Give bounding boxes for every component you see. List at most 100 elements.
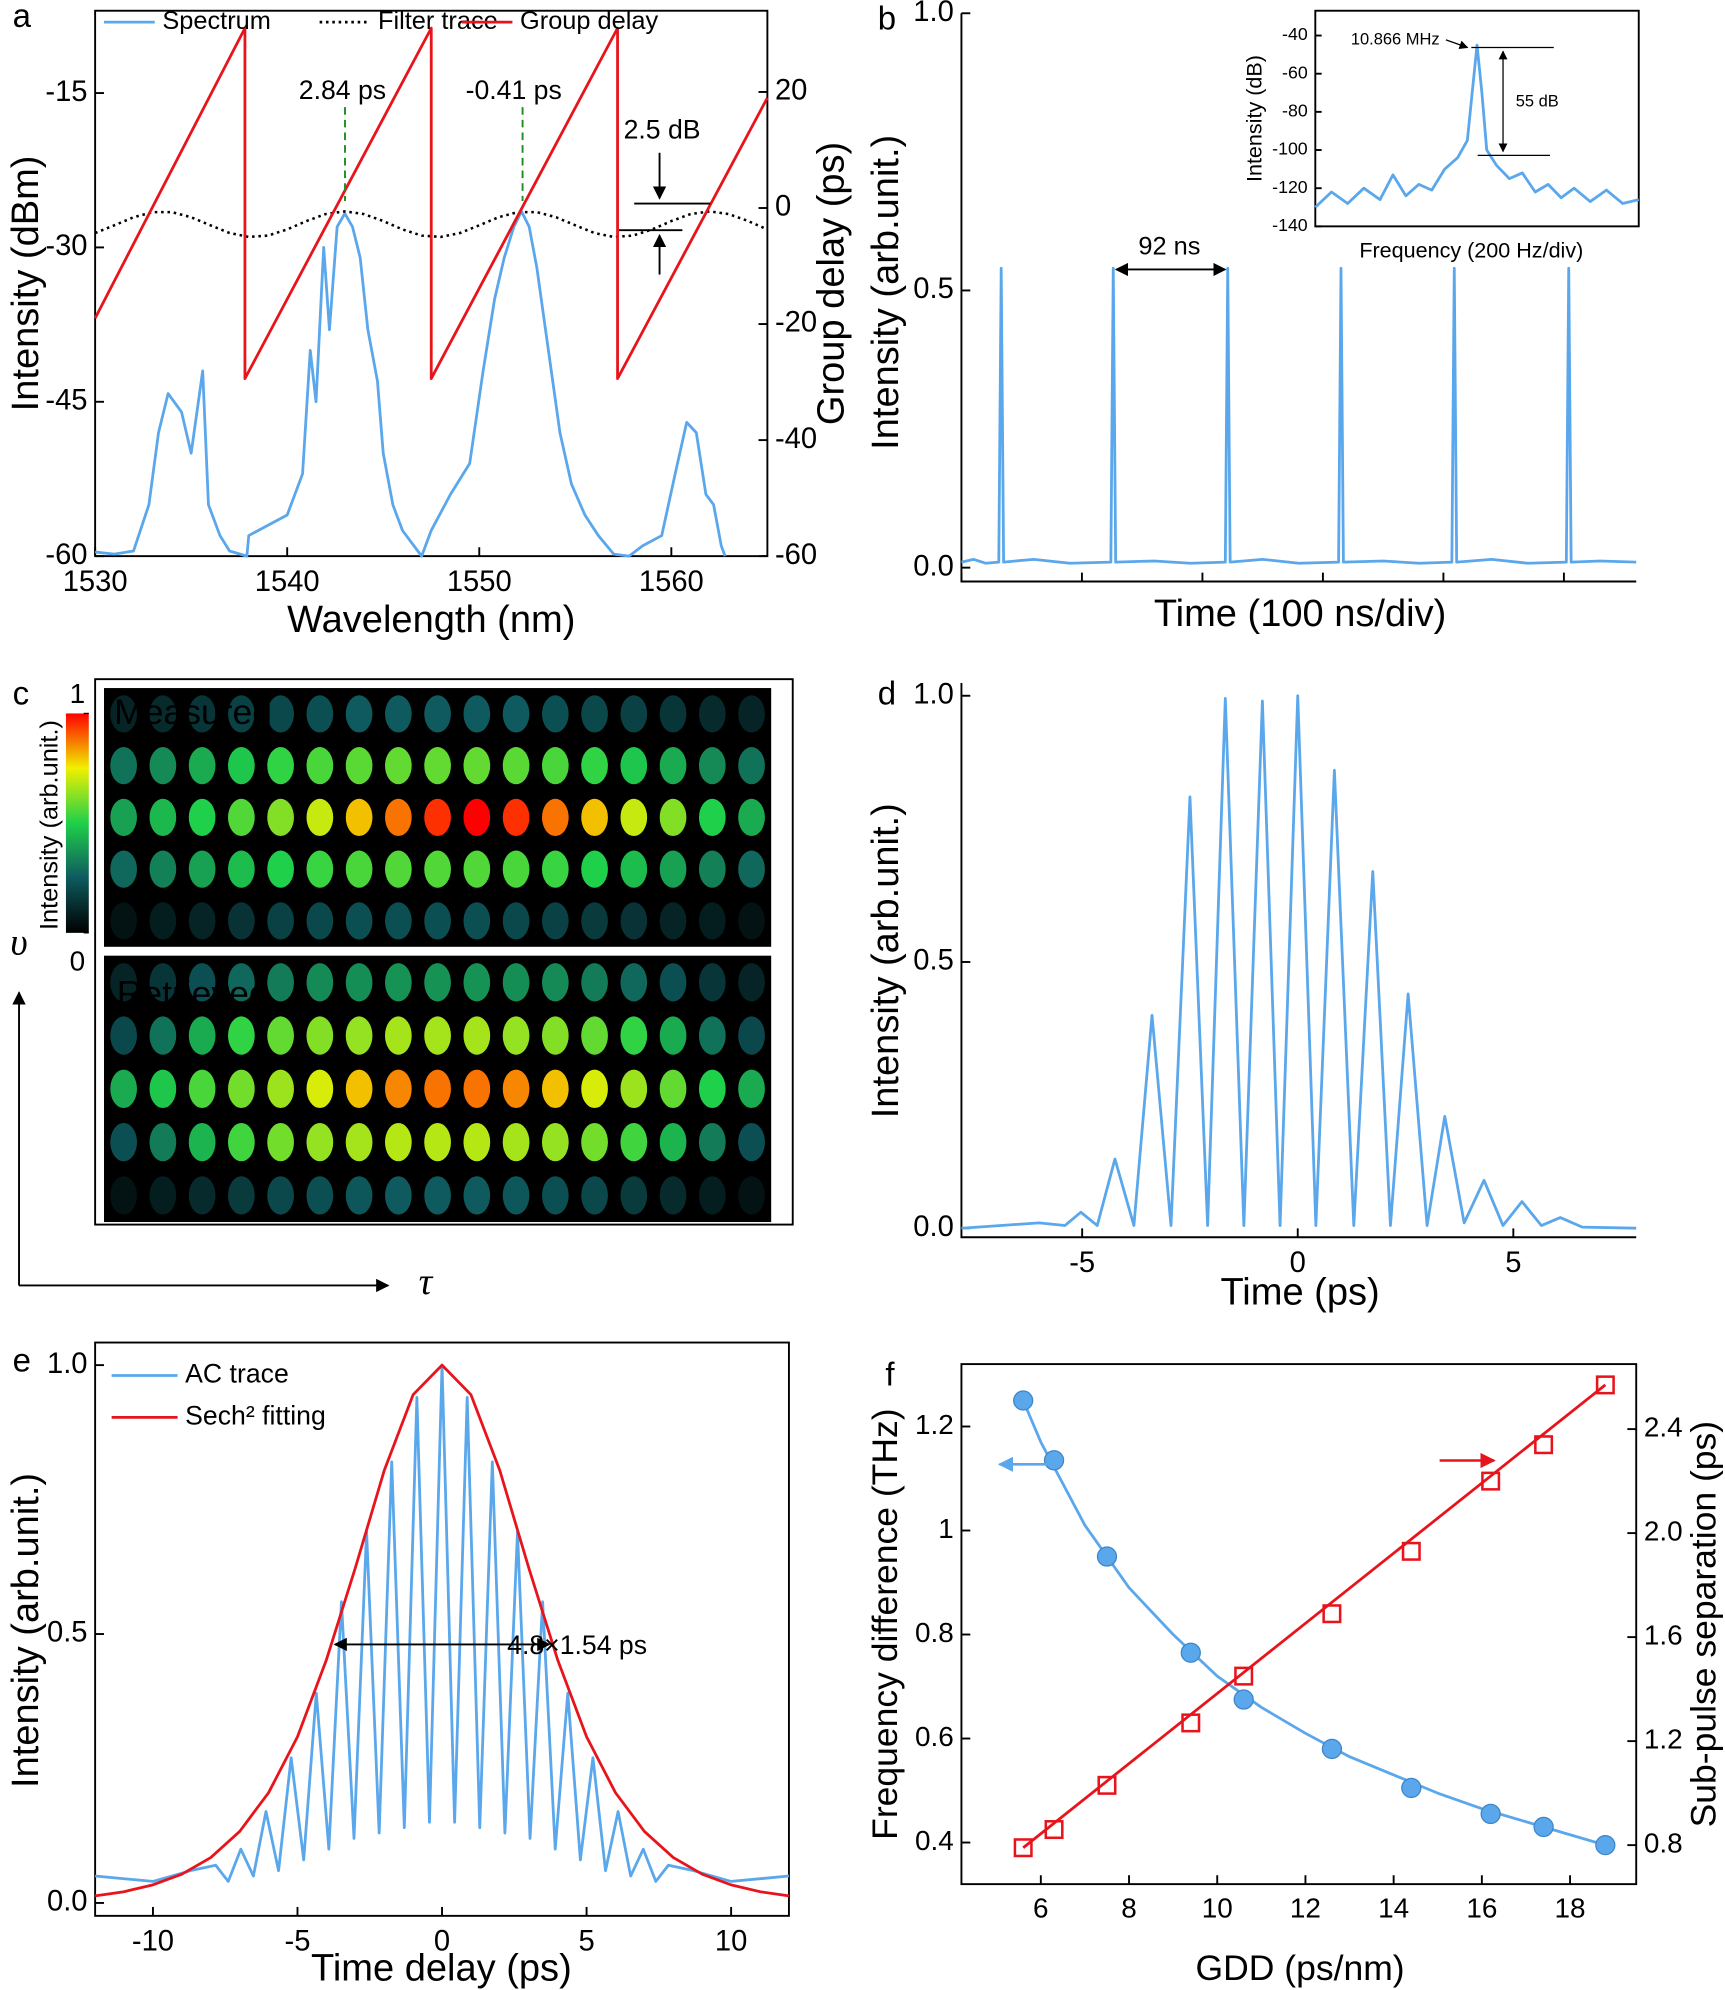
heatmap-cell: [385, 1122, 412, 1162]
y-axis-label: Frequency difference (THz): [865, 1408, 905, 1839]
y-tick-label: 0.6: [915, 1721, 954, 1752]
heatmap-cell: [659, 695, 687, 733]
x-tick-label: 0: [1290, 1247, 1306, 1279]
heatmap-cell: [738, 695, 765, 733]
heatmap-cell: [149, 1016, 177, 1055]
heatmap-cell: [738, 747, 765, 785]
point: [1534, 1435, 1554, 1455]
y-tick-label: -60: [1282, 62, 1308, 82]
point: [1321, 1738, 1343, 1760]
heatmap-cell: [463, 1016, 491, 1055]
heatmap-cell: [424, 1069, 451, 1109]
x-tick-label: 10: [1202, 1893, 1233, 1924]
series-line: [93, 26, 769, 380]
heatmap-cell: [306, 1176, 334, 1215]
heatmap-cell: [581, 747, 608, 785]
series-line: [961, 266, 1637, 565]
colorbar-label: Intensity (arb.unit.): [35, 720, 63, 930]
heatmap-cell: [306, 747, 334, 785]
heatmap-cell: [698, 963, 726, 1002]
heatmap-cell: [424, 1176, 451, 1215]
heatmap-cell: [345, 695, 373, 733]
point: [1533, 1816, 1554, 1838]
heatmap-cell: [306, 850, 334, 888]
heatmap-cell: [541, 1016, 569, 1055]
heatmap-cell: [306, 798, 334, 837]
panel-letter: f: [885, 1355, 895, 1392]
y2-axis-label: Group delay (ps): [810, 142, 852, 425]
heatmap-cell: [541, 695, 569, 733]
heatmap-cell: [581, 798, 608, 837]
y-tick-label: 0.0: [913, 1211, 954, 1243]
legend-label: AC trace: [185, 1359, 289, 1389]
heatmap-cell: [345, 1122, 373, 1162]
heatmap-cell: [502, 1176, 530, 1215]
heatmap-cell: [620, 695, 648, 733]
heatmap-cell: [149, 850, 177, 888]
x-tick-label: 16: [1466, 1893, 1497, 1924]
heatmap-cell: [502, 695, 530, 733]
y-tick-label: 0.5: [913, 945, 954, 977]
heatmap-cell: [188, 695, 216, 733]
heatmap-cell: [149, 902, 177, 940]
heatmap-cell: [424, 747, 451, 785]
heatmap-cell: [267, 1122, 294, 1162]
annotation: 10.866 MHz: [1351, 30, 1440, 48]
point: [1233, 1689, 1254, 1710]
x-tick-label: -10: [132, 1926, 174, 1958]
y-axis-label: υ: [10, 921, 27, 963]
point: [1595, 1834, 1616, 1856]
annotation: 92 ns: [1138, 233, 1200, 261]
heatmap-cell: [110, 1122, 137, 1162]
y-tick-label: -40: [1282, 24, 1308, 44]
y2-tick-label: 2.4: [1644, 1411, 1683, 1442]
heatmap-cell: [698, 850, 726, 888]
point: [1044, 1820, 1064, 1840]
y-tick-label: -100: [1272, 139, 1308, 159]
panel-letter: c: [13, 674, 29, 711]
heatmap-cell: [110, 902, 137, 940]
x-tick-label: 5: [1505, 1247, 1521, 1279]
y-axis-label: Intensity (dB): [1241, 55, 1266, 182]
heatmap-cell: [267, 902, 294, 940]
series-line: [1314, 43, 1640, 209]
y-tick-label: -60: [45, 539, 87, 571]
heatmap-cell: [306, 1122, 334, 1162]
heatmap-cell: [738, 798, 765, 837]
y2-tick-label: -40: [775, 423, 817, 455]
heatmap-cell: [267, 1069, 294, 1109]
y-tick-label: 0.4: [915, 1825, 954, 1856]
heatmap-cell: [385, 798, 412, 837]
heatmap-cell: [502, 798, 530, 837]
plot-frame: [1314, 9, 1640, 228]
annotation: 55 dB: [1516, 92, 1559, 110]
y-tick-label: -30: [45, 230, 87, 262]
heatmap-cell: [541, 1069, 569, 1109]
x-tick-label: -5: [1069, 1247, 1095, 1279]
heatmap-cell: [267, 798, 294, 837]
heatmap-cell: [502, 850, 530, 888]
series-line: [94, 1363, 790, 1898]
heatmap-cell: [385, 1016, 412, 1055]
point: [1481, 1471, 1501, 1491]
heatmap-cell: [541, 1176, 569, 1215]
point: [1595, 1375, 1615, 1395]
y2-tick-label: -20: [775, 307, 817, 339]
heatmap-cell: [385, 747, 412, 785]
heatmap-cell: [463, 1122, 491, 1162]
heatmap-cell: [110, 850, 137, 888]
heatmap-cell: [738, 963, 765, 1002]
heatmap-cell: [698, 798, 726, 837]
x-tick-label: 5: [578, 1926, 594, 1958]
y2-tick-label: 2.0: [1644, 1515, 1683, 1546]
x-tick-label: 6: [1033, 1893, 1049, 1924]
heatmap-cell: [463, 747, 491, 785]
y-axis-label: Intensity (arb.unit.): [865, 135, 907, 450]
heatmap-cell: [659, 798, 687, 837]
heatmap-cell: [738, 850, 765, 888]
heatmap-cell: [149, 1122, 177, 1162]
heatmap-cell: [659, 1016, 687, 1055]
heatmap-cell: [345, 1176, 373, 1215]
heatmap-cell: [345, 1069, 373, 1109]
heatmap-cell: [698, 747, 726, 785]
